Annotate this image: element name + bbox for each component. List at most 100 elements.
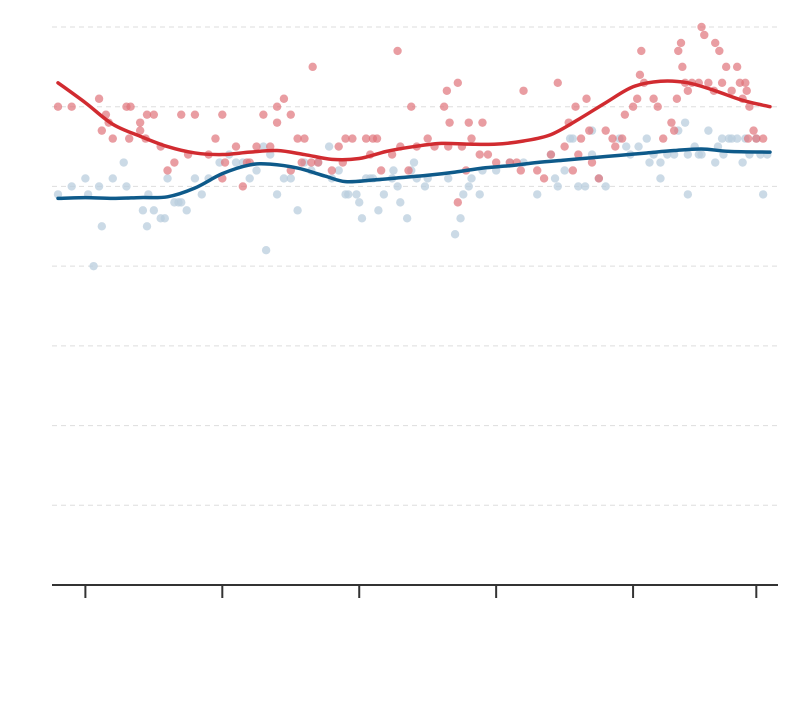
red-point [453,198,463,207]
red-point [749,126,758,135]
red-point [683,86,693,95]
blue-point [553,182,562,191]
red-point [519,86,528,95]
red-point [177,110,186,119]
blue-point [732,134,742,143]
red-points [53,22,768,207]
blue-point [389,166,398,175]
red-point [491,158,501,167]
red-point [404,166,413,175]
red-point [220,158,230,167]
red-point [585,126,594,135]
red-point [704,78,713,88]
blue-point [568,134,578,143]
blue-point [622,142,631,151]
blue-point [259,142,268,151]
blue-point [738,158,747,167]
red-point [678,62,687,72]
blue-point [89,261,98,271]
blue-point [444,174,453,183]
x-axis [52,584,778,598]
red-point [717,78,727,88]
red-point [574,150,583,159]
red-point [272,102,282,111]
blue-point [352,190,361,199]
red-point [393,46,402,56]
red-point [297,158,306,167]
red-point [142,110,152,119]
red-point [711,38,720,48]
blue-point [379,190,389,199]
red-point [608,134,617,143]
blue-point [642,134,651,143]
red-point [674,46,683,56]
red-point [190,110,200,119]
blue-point [122,182,131,191]
blue-point [272,190,282,199]
blue-point [711,158,720,167]
blue-point [409,158,419,167]
red-point [97,126,107,135]
red-point [341,134,350,143]
red-point [67,102,76,111]
blue-point [293,206,302,215]
red-point [238,182,248,191]
blue-point [197,190,206,199]
red-point [170,158,179,167]
gridlines [52,26,778,506]
blue-point [634,142,643,151]
red-point [286,110,295,119]
red-point [649,94,658,103]
red-point [445,118,454,127]
blue-point [261,246,271,255]
red-point [635,70,645,80]
red-point [361,134,371,143]
red-point [108,134,117,143]
blue-point [683,150,693,159]
blue-point [279,174,289,183]
red-point [659,134,668,143]
blue-point [459,190,468,199]
red-point [442,86,452,95]
blue-point [357,214,367,223]
blue-point [758,190,768,199]
blue-point [717,134,727,143]
blue-point [355,198,364,207]
blue-point [393,182,402,191]
red-point [617,134,627,143]
red-point [582,94,591,103]
blue-point [344,190,353,199]
red-point [594,174,604,183]
red-point [669,126,679,135]
blue-point [704,126,713,135]
red-trend-line [56,79,772,162]
blue-point [163,174,172,183]
blue-point [190,174,200,183]
blue-point [252,166,261,175]
red-point [743,134,753,143]
blue-point [456,214,465,223]
red-point [637,46,646,56]
red-point [732,62,742,72]
blue-point [601,182,610,191]
red-point [727,86,736,95]
red-point [376,166,386,175]
blue-point [402,214,412,223]
red-point [700,30,709,40]
red-point [553,78,562,88]
red-point [149,110,159,119]
red-point [272,118,282,127]
red-point [741,78,750,88]
red-point [475,150,484,159]
red-point [135,126,145,135]
red-point [546,150,556,159]
red-point [231,142,241,151]
blue-point [138,206,148,215]
blue-points [53,118,772,271]
blue-point [286,174,295,183]
red-point [721,62,731,72]
red-point [125,134,134,143]
blue-point [97,222,107,231]
red-point [632,94,642,103]
blue-point [108,174,117,183]
